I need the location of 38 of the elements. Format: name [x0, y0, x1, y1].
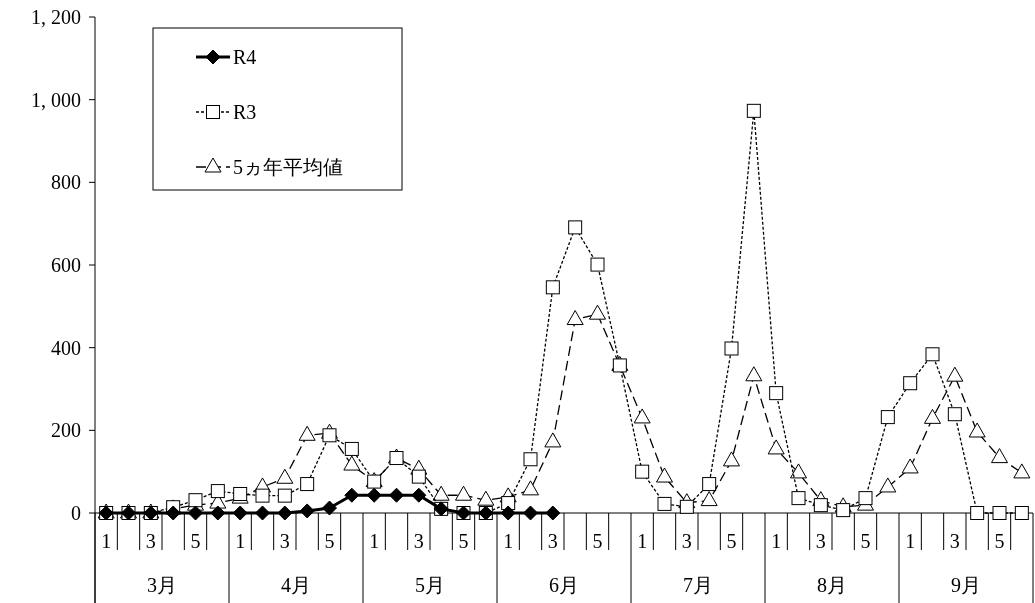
text: 5月	[415, 574, 445, 596]
legend-label: R4	[233, 46, 257, 68]
legend-label: 5ヵ年平均値	[233, 156, 343, 178]
x-tick-label: 3	[413, 530, 424, 552]
text: 7月	[683, 574, 713, 596]
y-tick-label: 800	[51, 171, 81, 194]
text: 8月	[817, 574, 847, 596]
x-tick-label: 3	[949, 530, 960, 552]
x-tick-label: 1	[771, 530, 782, 552]
y-tick-label: 0	[71, 502, 81, 524]
x-tick-label: 5	[190, 530, 201, 552]
text: 3月	[147, 574, 177, 596]
y-tick-label: 400	[51, 336, 81, 359]
x-tick-label: 1	[101, 530, 112, 552]
y-tick-label: 1, 000	[31, 88, 81, 111]
y-tick-label: 600	[51, 254, 81, 276]
x-tick-label: 1	[235, 530, 246, 552]
x-tick-label: 3	[681, 530, 692, 552]
x-tick-label: 3	[279, 530, 290, 552]
text: 6月	[549, 574, 579, 596]
text: 9月	[951, 574, 981, 596]
x-tick-label: 5	[458, 530, 469, 552]
y-tick-label: 200	[51, 419, 81, 442]
x-tick-label: 1	[369, 530, 380, 552]
x-tick-label: 5	[994, 530, 1005, 552]
x-tick-label: 5	[324, 530, 335, 552]
y-tick-label: 1, 200	[31, 6, 81, 28]
x-tick-label: 1	[905, 530, 916, 552]
x-tick-label: 3	[815, 530, 826, 552]
text: 4月	[281, 574, 311, 596]
x-tick-label: 1	[637, 530, 648, 552]
legend-label: R3	[233, 101, 257, 123]
x-tick-label: 3	[547, 530, 558, 552]
x-tick-label: 3	[145, 530, 156, 552]
x-tick-label: 5	[592, 530, 603, 552]
x-tick-label: 1	[503, 530, 514, 552]
x-tick-label: 5	[860, 530, 871, 552]
x-tick-label: 5	[726, 530, 737, 552]
